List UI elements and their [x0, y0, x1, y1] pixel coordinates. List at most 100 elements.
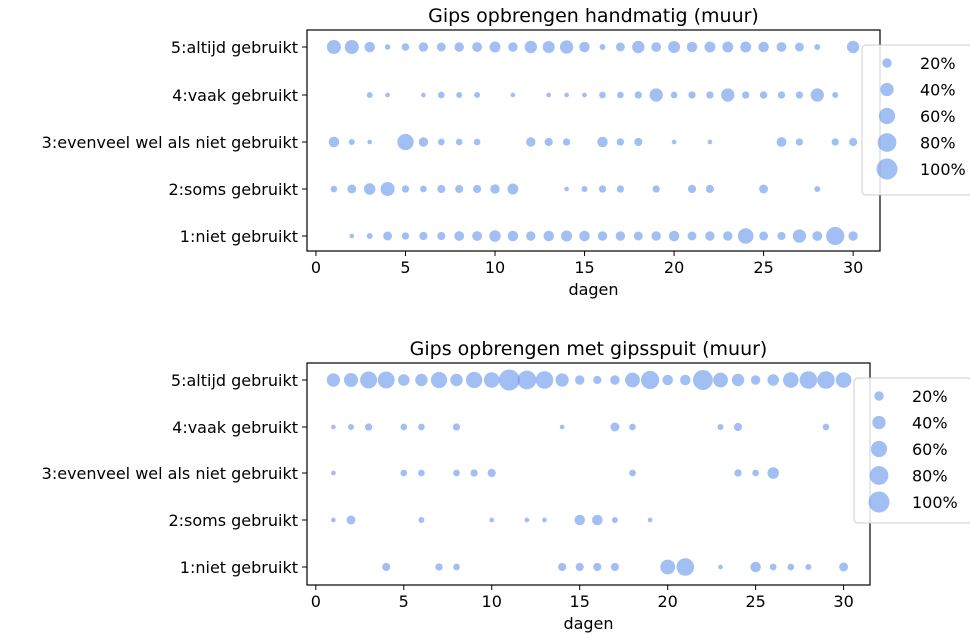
- data-point: [418, 423, 425, 431]
- legend-box: [853, 377, 970, 524]
- data-point: [593, 375, 602, 385]
- data-point: [397, 133, 414, 151]
- data-point: [826, 226, 845, 246]
- data-point: [792, 229, 807, 243]
- data-point: [634, 137, 643, 147]
- data-point: [483, 372, 500, 388]
- data-point: [769, 563, 777, 571]
- data-point: [632, 40, 645, 54]
- data-points: [326, 369, 852, 576]
- data-point: [430, 371, 448, 389]
- x-tick-label: 10: [485, 258, 505, 277]
- y-tick-label: 3:evenveel wel als niet gebruikt: [42, 464, 298, 483]
- data-point: [839, 562, 849, 572]
- x-tick-label: 20: [657, 592, 677, 611]
- data-point: [787, 563, 795, 571]
- x-axis-label: dagen: [563, 614, 613, 633]
- data-point: [611, 517, 618, 523]
- data-point: [737, 228, 754, 244]
- data-point: [363, 183, 376, 195]
- data-point: [662, 374, 673, 386]
- data-point: [687, 184, 697, 194]
- data-point: [437, 231, 446, 241]
- data-point: [420, 185, 427, 193]
- data-point: [651, 231, 661, 241]
- data-point: [366, 233, 373, 239]
- data-point: [750, 375, 761, 385]
- legend-label: 60%: [920, 107, 956, 126]
- data-point: [814, 186, 821, 192]
- data-point: [489, 41, 501, 53]
- data-point: [718, 564, 723, 570]
- legend-label: 100%: [912, 493, 958, 512]
- x-tick-label: 25: [753, 258, 773, 277]
- legend-marker: [872, 415, 886, 430]
- y-tick-label: 1:niet gebruikt: [180, 227, 298, 246]
- data-point: [629, 423, 636, 431]
- data-point: [680, 374, 691, 386]
- legend-marker: [869, 466, 889, 485]
- data-point: [544, 137, 553, 147]
- data-point: [592, 514, 603, 526]
- data-point: [524, 40, 538, 54]
- data-point: [705, 231, 715, 241]
- data-point: [360, 371, 378, 389]
- data-point: [795, 91, 804, 99]
- x-tick-label: 0: [311, 258, 321, 277]
- data-point: [455, 138, 463, 146]
- data-point: [750, 561, 761, 573]
- data-point: [517, 370, 537, 390]
- legend-marker: [877, 133, 897, 152]
- x-tick-label: 0: [311, 592, 321, 611]
- data-point: [599, 44, 606, 50]
- data-point: [348, 424, 354, 430]
- data-point: [832, 92, 839, 98]
- data-point: [625, 372, 640, 388]
- y-tick-label: 1:niet gebruikt: [180, 558, 298, 577]
- data-point: [348, 139, 355, 145]
- data-point: [799, 371, 818, 389]
- data-point: [510, 92, 516, 98]
- chart-panel-2: Gips opbrengen met gipsspuit (muur) 1:nie…: [42, 338, 970, 633]
- data-point: [364, 41, 375, 53]
- legend-marker: [878, 107, 896, 125]
- legend-marker: [870, 440, 888, 458]
- data-point: [634, 91, 642, 99]
- data-point: [831, 138, 839, 146]
- data-point: [633, 231, 643, 241]
- legend-label: 80%: [920, 134, 956, 153]
- data-point: [817, 371, 835, 389]
- data-point: [454, 231, 465, 241]
- data-point: [610, 422, 620, 432]
- data-point: [733, 422, 743, 432]
- data-point: [400, 423, 408, 431]
- data-point: [562, 138, 571, 146]
- data-point: [490, 184, 500, 194]
- x-axis-label: dagen: [568, 280, 618, 299]
- data-point: [470, 469, 478, 477]
- data-point: [641, 370, 660, 390]
- data-point: [759, 184, 769, 194]
- data-point: [524, 517, 530, 523]
- data-point: [326, 373, 341, 387]
- x-tick-label: 20: [664, 258, 684, 277]
- data-point: [453, 563, 460, 571]
- data-point: [688, 91, 696, 99]
- data-point: [581, 186, 588, 192]
- data-point: [615, 231, 626, 241]
- data-point: [508, 42, 518, 52]
- data-point: [542, 40, 555, 54]
- data-point: [810, 88, 824, 102]
- legend-label: 40%: [920, 81, 956, 100]
- data-point: [543, 230, 554, 242]
- data-point: [435, 563, 443, 571]
- x-tick-label: 15: [570, 592, 590, 611]
- data-point: [713, 372, 728, 388]
- data-point: [489, 517, 495, 523]
- data-point: [326, 39, 341, 55]
- data-point: [731, 373, 745, 387]
- data-point: [401, 232, 410, 240]
- data-point: [400, 469, 408, 477]
- legend-label: 20%: [920, 54, 956, 73]
